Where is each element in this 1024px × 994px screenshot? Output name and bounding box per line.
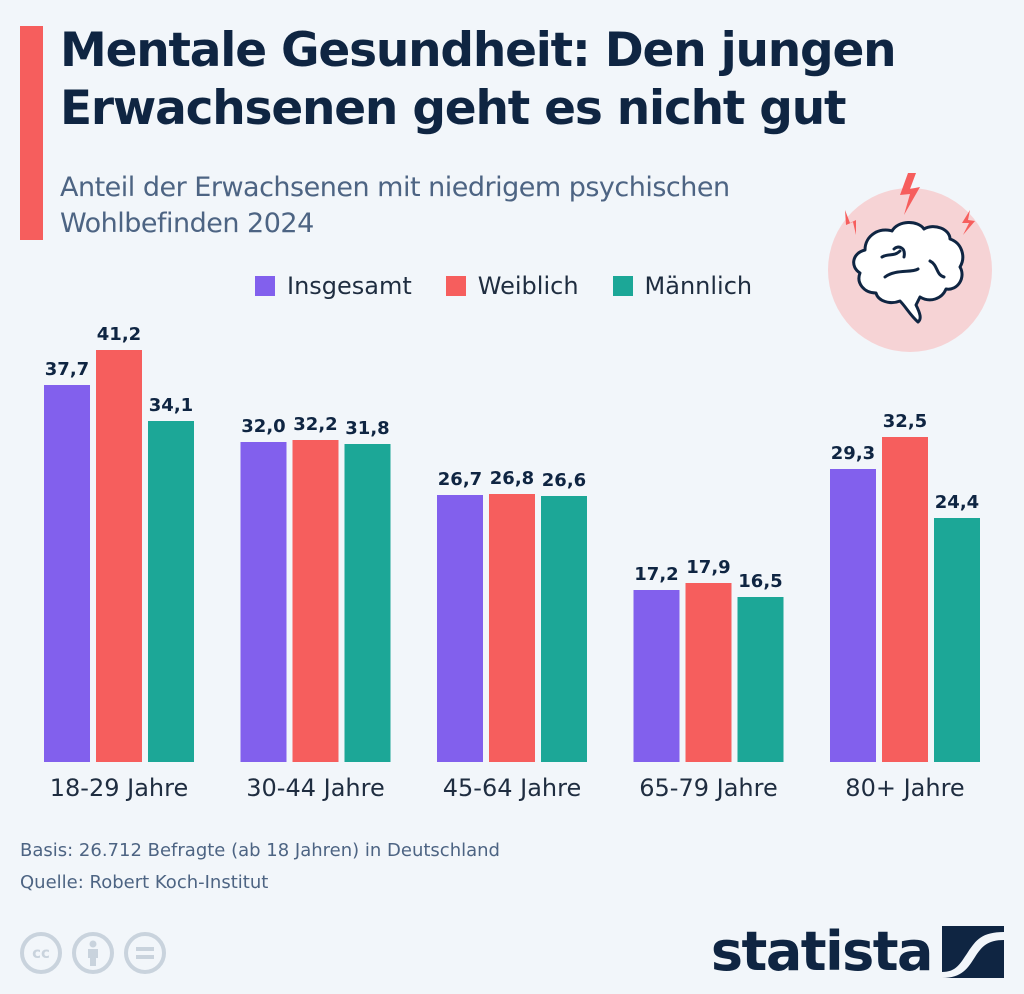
legend-swatch: [255, 276, 275, 296]
bar-weiblich-1: [292, 440, 339, 762]
logo-text: statista: [710, 920, 934, 983]
value-label: 17,9: [686, 557, 730, 578]
legend-swatch: [612, 276, 633, 296]
legend-label: Insgesamt: [287, 272, 412, 300]
legend-item-insgesamt: Insgesamt: [255, 272, 412, 300]
attribution-icon[interactable]: [72, 932, 114, 974]
bar-insgesamt-4: [830, 469, 876, 762]
bar-insgesamt-3: [633, 590, 680, 762]
legend-swatch: [445, 276, 466, 296]
chart-title: Mentale Gesundheit: Den jungen Erwachsen…: [60, 23, 897, 136]
value-label: 32,0: [241, 416, 285, 437]
bar-insgesamt-2: [437, 495, 483, 762]
chart-subtitle: Anteil der Erwachsenen mit niedrigem psy…: [60, 172, 730, 239]
bar-maennlich-0: [148, 421, 194, 762]
no-derivatives-icon[interactable]: [124, 932, 166, 974]
value-label: 17,2: [634, 564, 678, 585]
bar-weiblich-2: [489, 494, 535, 762]
accent-bar: [20, 26, 43, 240]
value-label: 29,3: [831, 443, 875, 464]
value-label: 32,2: [293, 414, 337, 435]
bar-maennlich-2: [541, 496, 587, 762]
license-icons: cc: [20, 932, 166, 974]
bar-maennlich-3: [737, 597, 784, 762]
bar-insgesamt-1: [240, 442, 287, 762]
legend-label: Männlich: [644, 272, 753, 300]
category-label: 45-64 Jahre: [443, 774, 581, 802]
legend: Insgesamt Weiblich Männlich: [255, 272, 752, 300]
category-label: 80+ Jahre: [845, 774, 964, 802]
value-label: 32,5: [883, 411, 927, 432]
value-label: 26,7: [438, 469, 482, 490]
legend-label: Weiblich: [477, 272, 579, 300]
statista-logo[interactable]: statista: [711, 925, 1004, 979]
bar-maennlich-4: [934, 518, 980, 762]
brain-icon: [820, 165, 1000, 355]
bar-maennlich-1: [344, 444, 391, 762]
value-label: 26,8: [490, 468, 534, 489]
basis-note: Basis: 26.712 Befragte (ab 18 Jahren) in…: [20, 840, 500, 861]
bar-weiblich-0: [96, 350, 142, 762]
source-note: Quelle: Robert Koch-Institut: [20, 872, 269, 893]
legend-item-weiblich: Weiblich: [445, 272, 579, 300]
value-label: 41,2: [97, 324, 141, 345]
bar-weiblich-4: [882, 437, 928, 762]
value-label: 16,5: [738, 571, 782, 592]
value-label: 31,8: [345, 418, 389, 439]
value-label: 37,7: [45, 359, 89, 380]
bar-chart: 37,7 41,2 34,1 18-29 Jahre 32,0 32,2 31,8 30-44…: [44, 324, 980, 802]
category-label: 30-44 Jahre: [246, 774, 384, 802]
bar-weiblich-3: [685, 583, 732, 762]
cc-text: cc: [32, 944, 50, 962]
category-label: 65-79 Jahre: [639, 774, 777, 802]
value-label: 24,4: [935, 492, 979, 513]
cc-icon[interactable]: cc: [20, 932, 62, 974]
category-label: 18-29 Jahre: [50, 774, 188, 802]
legend-item-maennlich: Männlich: [612, 272, 753, 300]
value-label: 26,6: [542, 470, 586, 491]
bar-insgesamt-0: [44, 385, 90, 762]
statista-logo-icon: [942, 926, 1004, 978]
value-label: 34,1: [149, 395, 193, 416]
